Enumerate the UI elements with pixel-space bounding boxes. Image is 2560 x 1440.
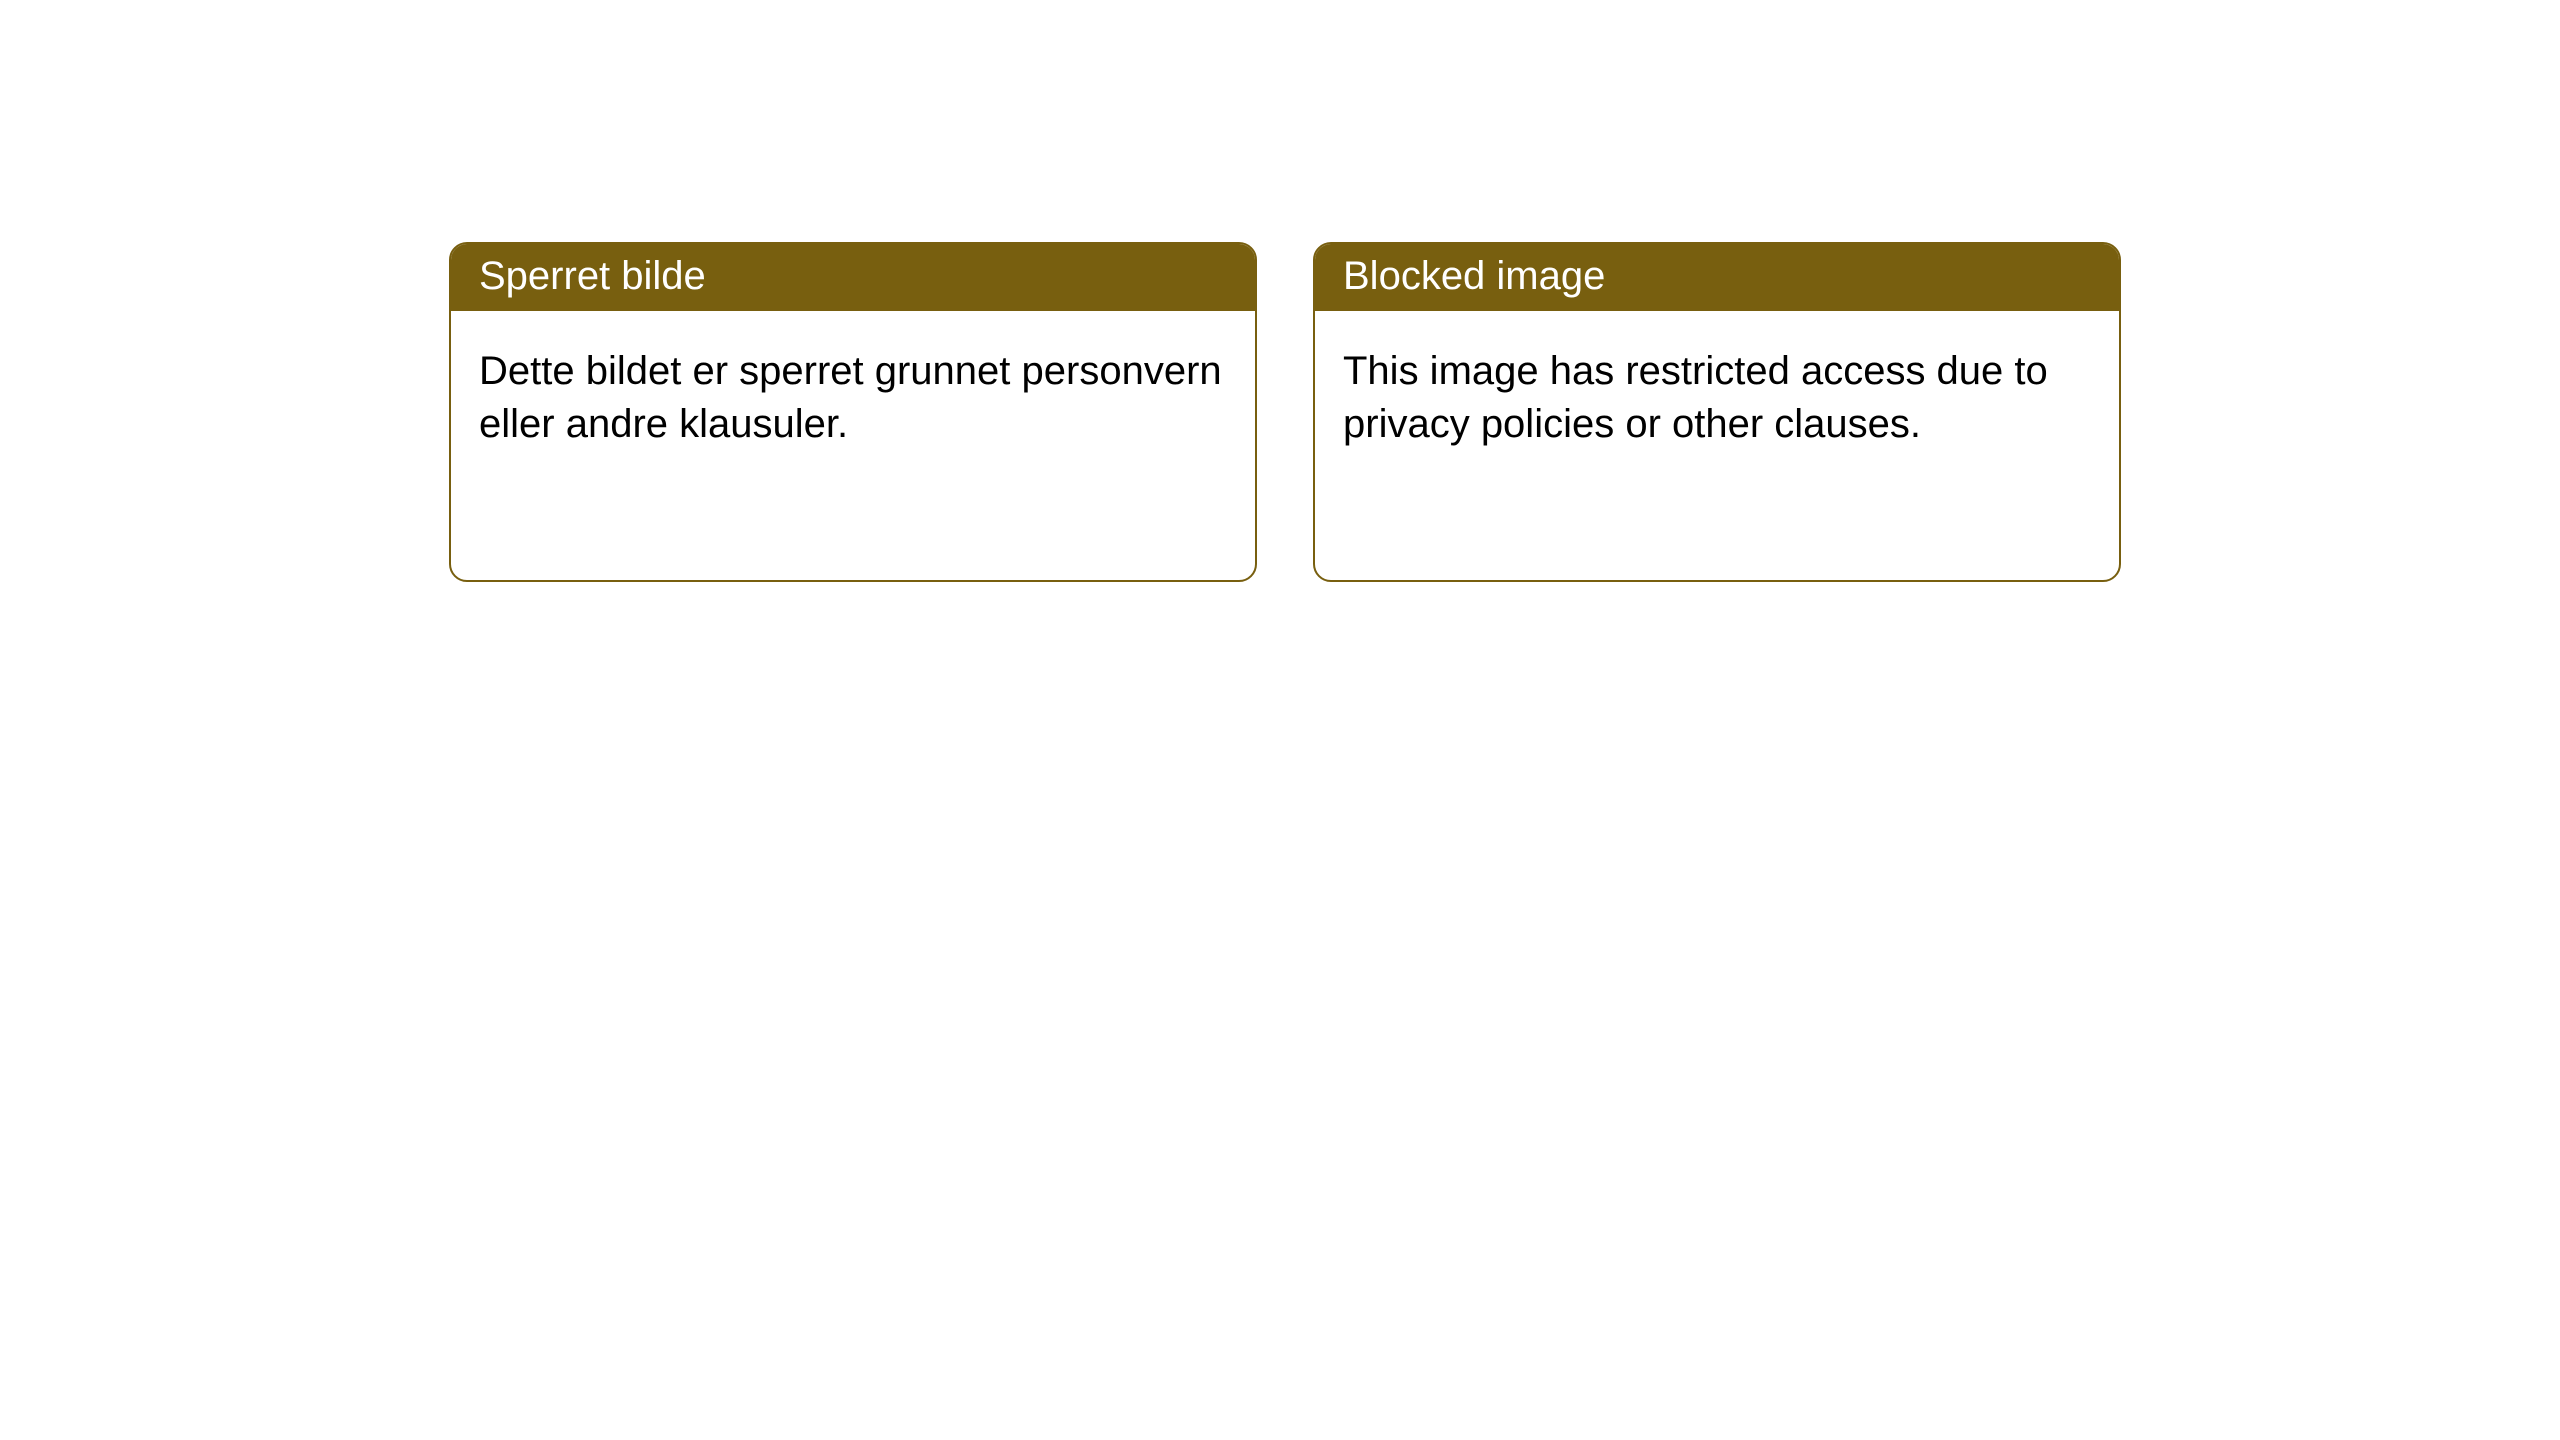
card-body-text: This image has restricted access due to … [1343, 349, 2048, 446]
card-title: Blocked image [1343, 254, 1605, 298]
card-header: Blocked image [1315, 244, 2119, 311]
card-body: Dette bildet er sperret grunnet personve… [451, 311, 1255, 485]
card-title: Sperret bilde [479, 254, 706, 298]
notice-card-norwegian: Sperret bilde Dette bildet er sperret gr… [449, 242, 1257, 582]
card-header: Sperret bilde [451, 244, 1255, 311]
notice-cards-container: Sperret bilde Dette bildet er sperret gr… [449, 242, 2560, 582]
card-body: This image has restricted access due to … [1315, 311, 2119, 485]
card-body-text: Dette bildet er sperret grunnet personve… [479, 349, 1222, 446]
notice-card-english: Blocked image This image has restricted … [1313, 242, 2121, 582]
